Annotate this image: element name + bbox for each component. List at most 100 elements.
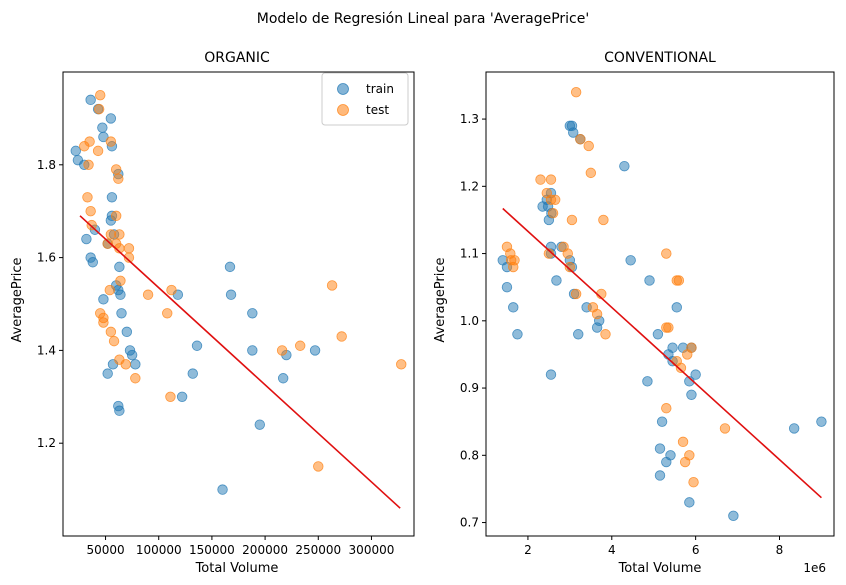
organic-test-point <box>123 243 135 254</box>
organic-title: ORGANIC <box>204 50 270 66</box>
conventional-test-point <box>575 134 586 145</box>
conventional-xtick-label: 6 <box>692 543 700 557</box>
conventional-test-point <box>570 86 582 98</box>
conventional-train-point <box>591 322 603 333</box>
conventional-xtick-label: 8 <box>776 543 784 557</box>
conventional-train-point <box>690 369 701 380</box>
legend-test-marker <box>337 104 349 116</box>
organic-test-point <box>326 280 338 291</box>
conventional-test-point <box>686 342 697 353</box>
conventional-xtick-label: 2 <box>524 543 532 557</box>
conventional-ytick-label: 0.9 <box>460 381 479 395</box>
organic-test-point <box>82 192 93 203</box>
conventional-test-point <box>677 436 689 448</box>
organic-train-point <box>115 289 126 300</box>
organic-test-point <box>83 159 94 171</box>
conventional-title: CONVENTIONAL <box>604 50 716 66</box>
organic-test-point <box>105 136 117 147</box>
conventional-test-point <box>585 167 597 179</box>
organic-test-point <box>110 164 122 175</box>
conventional-train-point <box>625 255 636 266</box>
organic-train-point <box>247 345 258 356</box>
organic-train-point <box>87 257 98 268</box>
conventional-ytick-label: 1.3 <box>460 112 479 126</box>
organic-test-point <box>313 461 324 472</box>
organic-panel: ORGANIC 50000 100000 150000 200000 250000 300… <box>10 50 415 576</box>
organic-test-point <box>110 210 122 222</box>
conventional-train-point <box>684 497 695 508</box>
conventional-train-point <box>654 470 666 481</box>
organic-test-point <box>95 89 106 101</box>
conventional-train-point <box>508 302 519 313</box>
organic-legend: train test <box>321 72 409 126</box>
organic-train-point <box>277 373 289 384</box>
organic-ylabel: AveragePrice <box>10 257 25 342</box>
organic-test-point <box>120 359 131 370</box>
organic-train-point <box>81 233 92 245</box>
conventional-train-point <box>551 275 562 286</box>
conventional-train-point <box>661 456 672 468</box>
conventional-test-point <box>675 362 687 374</box>
legend-test-label: test <box>366 103 389 117</box>
organic-test-point <box>123 252 135 263</box>
conventional-ytick-label: 1.2 <box>460 179 479 193</box>
conventional-panel: CONVENTIONAL 2 4 6 8 0.7 0.8 0.9 1.0 1.1 1.2 1.3 T… <box>433 50 835 576</box>
conventional-test-point <box>564 261 576 273</box>
organic-ytick-label: 1.4 <box>37 343 56 357</box>
organic-train-point <box>114 261 125 273</box>
conventional-test-point <box>663 322 674 333</box>
organic-train-point <box>126 349 138 361</box>
organic-xtick-label: 150000 <box>189 543 235 557</box>
organic-xtick-label: 250000 <box>295 543 341 557</box>
conventional-test-point <box>549 194 561 205</box>
legend-train-label: train <box>366 82 394 96</box>
organic-test-point <box>114 229 125 240</box>
conventional-ytick-label: 1.1 <box>460 247 479 261</box>
organic-test-point <box>162 308 173 319</box>
conventional-train-point <box>568 127 579 138</box>
organic-train-point <box>309 345 321 356</box>
conventional-plot-frame <box>485 71 835 537</box>
organic-test-point <box>115 275 126 287</box>
organic-ytick-label: 1.8 <box>37 158 56 172</box>
conventional-regression-line <box>502 207 822 499</box>
conventional-x-multiplier: 1e6 <box>803 561 826 575</box>
conventional-test-point <box>591 308 603 320</box>
organic-xtick-label: 300000 <box>349 543 395 557</box>
conventional-test-point <box>562 248 573 259</box>
organic-train-point <box>121 326 133 338</box>
organic-test-point <box>113 173 124 184</box>
organic-plot-frame <box>62 71 415 537</box>
conventional-test-point <box>570 288 582 300</box>
conventional-train-point <box>728 510 739 522</box>
organic-xlabel: Total Volume <box>195 561 279 576</box>
organic-train-point <box>187 368 198 379</box>
conventional-train-point <box>573 329 584 340</box>
organic-test-point <box>105 326 117 338</box>
organic-xtick-label: 200000 <box>242 543 288 557</box>
conventional-test-point <box>688 477 699 488</box>
organic-test-point <box>104 284 116 296</box>
organic-train-point <box>217 484 228 495</box>
conventional-test-point <box>600 329 611 340</box>
conventional-train-point <box>512 329 523 340</box>
organic-test-point <box>276 345 288 356</box>
organic-test-point <box>165 391 176 403</box>
organic-ytick-label: 1.6 <box>37 251 56 265</box>
conventional-test-point <box>673 275 685 286</box>
conventional-test-point <box>598 214 609 226</box>
organic-train-point <box>130 359 141 370</box>
conventional-train-point <box>816 416 827 427</box>
organic-test-point <box>166 284 177 296</box>
organic-test-point <box>130 373 141 384</box>
conventional-test-point <box>661 403 672 414</box>
legend-box <box>321 72 409 126</box>
conventional-test-point <box>508 261 519 273</box>
organic-test-point <box>98 317 109 328</box>
conventional-ytick-label: 0.8 <box>460 448 479 462</box>
conventional-train-point <box>656 416 668 427</box>
organic-test-point <box>86 219 97 231</box>
conventional-test-point <box>583 140 594 152</box>
conventional-test-point <box>661 248 672 259</box>
organic-train-point <box>98 131 109 143</box>
